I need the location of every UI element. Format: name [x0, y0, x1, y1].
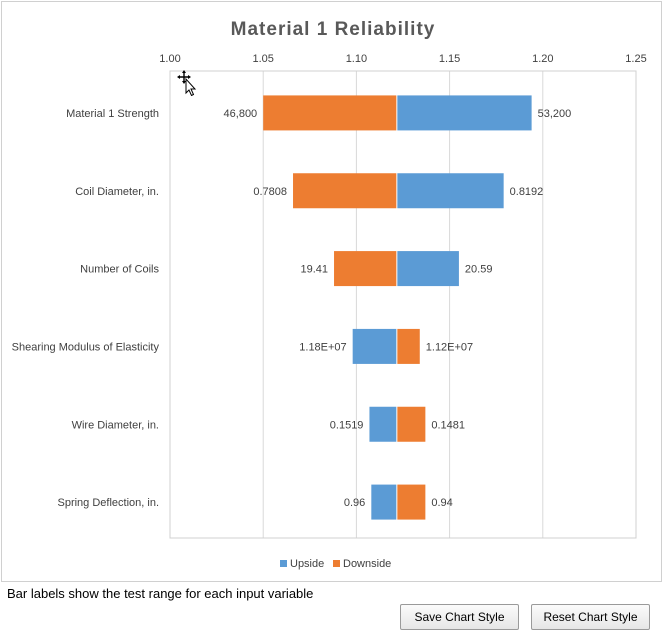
chart-title: Material 1 Reliability: [231, 19, 436, 40]
bar-downside: [263, 95, 397, 131]
x-tick-label: 1.25: [625, 53, 646, 65]
bar-upside: [371, 484, 397, 520]
bar-upside: [396, 251, 459, 287]
bar-data-label: 1.18E+07: [299, 341, 346, 353]
category-label: Material 1 Strength: [66, 108, 159, 120]
category-label: Number of Coils: [80, 264, 159, 276]
reset-chart-style-button[interactable]: Reset Chart Style: [531, 604, 650, 630]
bar-data-label: 1.12E+07: [426, 341, 473, 353]
category-label: Shearing Modulus of Elasticity: [12, 341, 160, 353]
bar-data-label: 53,200: [538, 108, 572, 120]
bar-data-label: 46,800: [224, 108, 258, 120]
x-tick-label: 1.00: [159, 53, 180, 65]
bar-upside: [352, 328, 397, 364]
bar-data-label: 0.8192: [510, 186, 544, 198]
category-label: Wire Diameter, in.: [72, 419, 159, 431]
bar-data-label: 20.59: [465, 264, 493, 276]
legend-item: Upside: [290, 558, 324, 570]
x-tick-label: 1.10: [346, 53, 367, 65]
bar-data-label: 0.7808: [253, 186, 287, 198]
chart: Material 1 Reliability 1.00 1.05 1.10 1.15 1…: [12, 19, 647, 570]
bar-data-label: 19.41: [301, 264, 329, 276]
bar-upside: [369, 406, 397, 442]
bar-data-label: 0.94: [431, 497, 452, 509]
move-cursor-icon: [177, 70, 199, 101]
bar-downside: [293, 173, 397, 209]
chart-frame: Material 1 Reliability 1.00 1.05 1.10 1.15 1…: [1, 1, 662, 582]
bar-downside: [396, 328, 420, 364]
bar-data-label: 0.1481: [431, 419, 465, 431]
x-tick-label: 1.15: [439, 53, 460, 65]
save-chart-style-button[interactable]: Save Chart Style: [400, 604, 519, 630]
x-tick-label: 1.05: [252, 53, 273, 65]
bar-upside: [396, 173, 504, 209]
bar-downside: [396, 406, 426, 442]
legend-swatch-upside: [280, 560, 287, 567]
bar-upside: [396, 95, 532, 131]
bar-data-label: 0.96: [344, 497, 365, 509]
legend-swatch-downside: [333, 560, 340, 567]
legend-item: Downside: [343, 558, 391, 570]
category-label: Coil Diameter, in.: [75, 186, 159, 198]
bar-downside: [334, 251, 397, 287]
x-tick-label: 1.20: [532, 53, 553, 65]
bar-data-label: 0.1519: [330, 419, 364, 431]
plot-area-border: [169, 70, 637, 539]
chart-caption: Bar labels show the test range for each …: [7, 586, 314, 601]
bar-downside: [396, 484, 426, 520]
category-label: Spring Deflection, in.: [58, 497, 160, 509]
